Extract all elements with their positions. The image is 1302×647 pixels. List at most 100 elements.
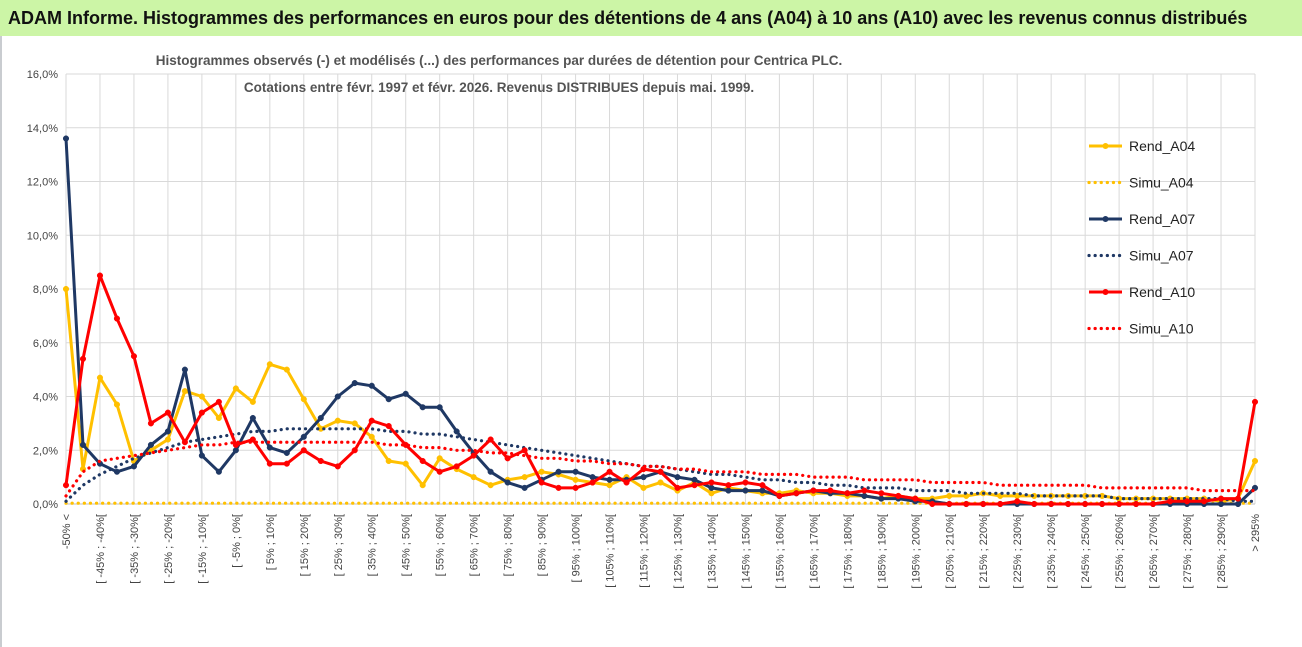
- data-point: [62, 482, 70, 489]
- series-rend-a07: [62, 135, 1259, 508]
- x-tick-label: [ -15% ; -10%[: [197, 514, 209, 584]
- y-tick-label: 4,0%: [33, 392, 58, 404]
- x-tick-label: [ 75% ; 80%[: [503, 514, 515, 576]
- data-point: [96, 272, 104, 279]
- x-tick-label: [ 85% ; 90%[: [537, 514, 549, 576]
- data-point: [878, 495, 885, 502]
- x-tick-label: [ 215% ; 220%[: [978, 514, 990, 589]
- data-point: [62, 135, 70, 142]
- data-point: [334, 417, 341, 424]
- x-tick-label: [ 15% ; 20%[: [299, 514, 311, 576]
- data-point: [946, 500, 953, 508]
- data-point: [470, 452, 477, 459]
- data-point: [1167, 498, 1174, 505]
- page-title: ADAM Informe. Histogrammes des performan…: [0, 0, 1302, 36]
- data-point: [436, 404, 443, 411]
- x-tick-label: [ 195% ; 200%[: [910, 514, 922, 589]
- series-line: [64, 427, 1257, 503]
- data-point: [572, 476, 579, 483]
- chart-frame: Histogrammes observés (-) et modélisés (…: [0, 36, 1302, 647]
- data-point: [742, 487, 749, 494]
- data-point: [929, 500, 936, 508]
- data-point: [725, 482, 732, 489]
- data-point: [317, 414, 324, 422]
- data-point: [198, 393, 205, 400]
- data-point: [708, 479, 715, 486]
- data-point: [657, 479, 664, 486]
- data-point: [1099, 500, 1106, 508]
- data-point: [164, 409, 171, 416]
- data-point: [453, 428, 460, 435]
- data-point: [657, 468, 664, 475]
- legend: Rend_A04 Simu_A04 Rend_A07 Simu_A07 Rend_A10…: [1087, 138, 1195, 337]
- legend-item: Rend_A10: [1089, 284, 1195, 300]
- x-tick-label: [ 235% ; 240%[: [1046, 514, 1058, 589]
- data-point: [895, 492, 902, 499]
- data-point: [215, 398, 222, 405]
- data-point: [878, 490, 885, 497]
- y-tick-label: 2,0%: [33, 445, 58, 457]
- data-point: [351, 380, 358, 387]
- data-point: [504, 479, 511, 486]
- data-point: [623, 479, 630, 486]
- data-point: [742, 479, 749, 486]
- legend-item: Simu_A10: [1087, 321, 1194, 337]
- series-line: [64, 440, 1257, 498]
- data-point: [368, 382, 375, 389]
- x-axis: -50% < [ -45% ; -40%[[ -35% ; -30%[[ -25%…: [61, 503, 1262, 589]
- x-tick-label: [ 225% ; 230%[: [1012, 514, 1024, 589]
- data-point: [521, 474, 528, 481]
- data-point: [249, 436, 256, 443]
- data-point: [793, 490, 800, 497]
- data-point: [521, 447, 528, 454]
- data-point: [674, 484, 681, 491]
- legend-item: Simu_A07: [1087, 248, 1194, 264]
- data-point: [759, 482, 766, 489]
- data-point: [589, 474, 596, 481]
- x-tick-label: [ -25% ; -20%[: [163, 514, 175, 584]
- data-point: [215, 414, 222, 422]
- data-point: [351, 420, 358, 427]
- x-tick-label: [ 95% ; 100%[: [571, 514, 583, 583]
- legend-item: Rend_A07: [1089, 211, 1195, 227]
- data-point: [572, 484, 579, 491]
- x-tick-label: [ 165% ; 170%[: [808, 514, 820, 589]
- legend-label: Rend_A10: [1129, 284, 1195, 300]
- x-tick-label: [ 125% ; 130%[: [672, 514, 684, 589]
- x-tick-label: [ 275% ; 280%[: [1182, 514, 1194, 589]
- data-point: [1014, 498, 1021, 505]
- data-point: [538, 479, 545, 486]
- data-point: [164, 436, 171, 443]
- data-point: [606, 468, 613, 475]
- data-point: [538, 468, 545, 475]
- data-point: [232, 447, 239, 454]
- data-point: [963, 500, 970, 508]
- data-point: [130, 353, 137, 360]
- data-point: [249, 414, 256, 422]
- data-point: [402, 460, 409, 467]
- x-tick-label: [ 5% ; 10%[: [265, 514, 277, 570]
- data-point: [1217, 495, 1225, 502]
- data-point: [691, 482, 698, 489]
- data-point: [1133, 500, 1140, 508]
- x-tick-label: [ 255% ; 260%[: [1114, 514, 1126, 589]
- data-point: [266, 361, 273, 368]
- data-point: [283, 460, 290, 467]
- data-point: [827, 487, 834, 494]
- data-point: [980, 500, 987, 508]
- data-point: [266, 460, 273, 467]
- data-point: [1116, 500, 1123, 508]
- data-point: [1048, 500, 1055, 508]
- x-tick-label: [ 135% ; 140%[: [706, 514, 718, 589]
- y-axis: 0,0% 2,0% 4,0% 6,0% 8,0% 10,0% 12,0% 14,0% 16,0%: [27, 69, 58, 511]
- series-simu-a10: [64, 440, 1257, 498]
- data-point: [521, 484, 528, 491]
- data-point: [419, 482, 426, 489]
- chart-subtitle-line-1: Histogrammes observés (-) et modélisés (…: [156, 53, 842, 68]
- x-tick-label: [ 105% ; 110%[: [605, 514, 617, 588]
- data-point: [334, 393, 341, 400]
- x-tick-label: [ 25% ; 30%[: [333, 514, 345, 576]
- data-point: [997, 500, 1004, 508]
- data-point: [436, 455, 443, 462]
- x-tick-label: [ 65% ; 70%[: [469, 514, 481, 576]
